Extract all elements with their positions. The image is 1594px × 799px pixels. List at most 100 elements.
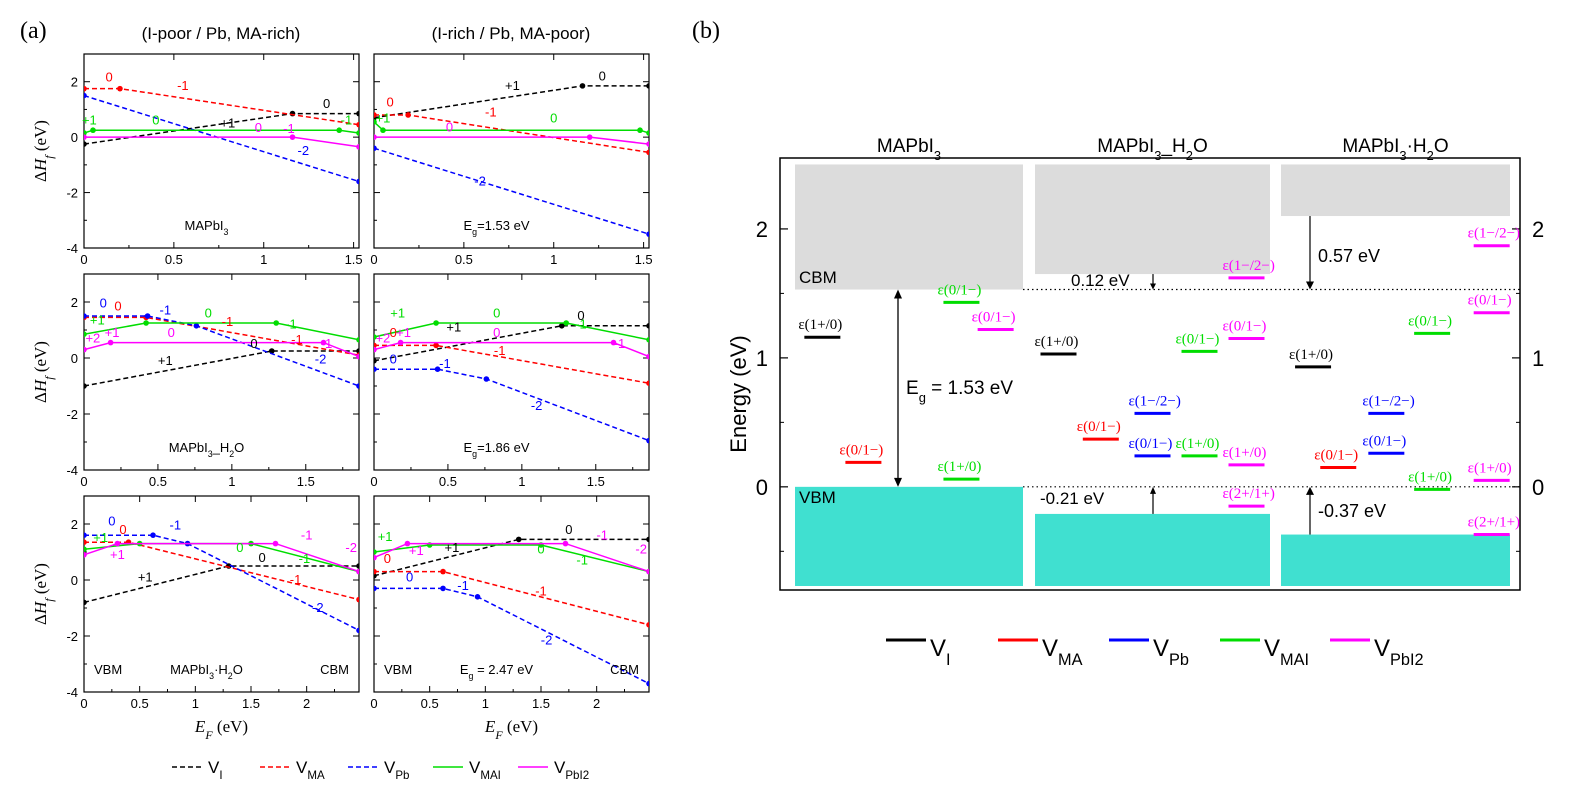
charge-label: +1 — [378, 529, 393, 544]
x-tick-label: 1.5 — [635, 252, 653, 267]
charge-label: +1 — [220, 115, 235, 130]
series-point — [646, 680, 649, 687]
subplot-annotation: MAPbI3 — [185, 218, 229, 237]
series-point — [84, 141, 87, 147]
series-point — [90, 127, 96, 134]
charge-label: +1 — [158, 353, 173, 368]
series-line-V_MAI — [84, 322, 359, 341]
transition-label: ε(2+/1+) — [1223, 486, 1275, 502]
series-point — [84, 331, 87, 337]
transition-label: ε(1+/0) — [937, 459, 981, 475]
charge-label: 0 — [577, 308, 584, 323]
x-tick-label: 2 — [593, 696, 600, 711]
charge-label: +1 — [390, 305, 405, 320]
column-title: MAPbI3 — [877, 136, 941, 163]
y-tick-label: -2 — [66, 186, 78, 201]
cbm-offset-label: 0.57 eV — [1318, 246, 1380, 266]
series-point — [84, 599, 87, 606]
charge-label: -1 — [160, 303, 172, 318]
series-point — [646, 568, 649, 575]
charge-label: -1 — [222, 314, 234, 329]
series-point — [143, 320, 149, 326]
charge-label: 0 — [100, 296, 107, 311]
series-point — [579, 83, 586, 89]
series-point — [374, 568, 377, 575]
legend-label: VPbI2 — [554, 758, 589, 782]
series-line-V_PbI2 — [374, 341, 649, 358]
conduction-band — [795, 164, 1023, 290]
series-point — [380, 127, 386, 134]
series-point — [434, 366, 441, 373]
charge-label: 0 — [255, 120, 262, 135]
legend-label: VMA — [296, 758, 325, 782]
series-line-V_MA — [84, 541, 359, 601]
charge-label: +1 — [82, 113, 97, 128]
series-point — [374, 554, 377, 561]
transition-label: ε(0/1−) — [1077, 419, 1121, 435]
y-tick-label: 0 — [71, 573, 78, 588]
series-point — [193, 323, 200, 329]
x-tick-label: 0 — [370, 696, 377, 711]
x-tick-label: 1.5 — [297, 474, 315, 489]
transition-label: ε(0/1−) — [1314, 447, 1358, 463]
cbm-label: CBM — [799, 268, 837, 287]
subplot-annotation: Eg=1.53 eV — [464, 218, 530, 237]
transition-label: ε(0/1−) — [1468, 293, 1512, 309]
series-point — [515, 536, 522, 543]
charge-label: 0 — [390, 352, 397, 367]
column-2: MAPbI3_H2Oε(1+/0)ε(0/1−)ε(1−/2−)ε(0/1−)ε… — [1035, 136, 1275, 586]
y-axis-label: ΔHf (eV) — [31, 120, 56, 182]
series-point — [84, 85, 87, 92]
series-line-V_Pb — [374, 587, 649, 685]
x-tick-label: 0 — [370, 474, 377, 489]
transition-label: ε(1+/0) — [1408, 469, 1452, 485]
transition-label: ε(1+/0) — [1223, 445, 1267, 461]
charge-label: 0 — [250, 336, 257, 351]
charge-label: -2 — [297, 143, 309, 158]
y-axis-label: ΔHf (eV) — [31, 341, 56, 403]
x-tick-label: 2 — [303, 696, 310, 711]
x-tick-label: 1.5 — [587, 474, 605, 489]
column-title: MAPbI3·H2O — [1342, 136, 1448, 163]
series-point — [404, 540, 411, 547]
series-point — [562, 540, 569, 547]
series-point — [374, 145, 377, 152]
subplot-a22: 0 0.5 1 1.5+100-10 -1-2+1 0-1+2 +1 0-1Eg=1.86 e… — [370, 273, 650, 489]
legend-label: VMA — [1042, 635, 1083, 669]
charge-label: -1 — [439, 356, 451, 371]
series-line-V_I — [374, 538, 649, 577]
transition-label: ε(0/1−) — [1408, 313, 1452, 329]
series-point — [646, 141, 649, 147]
y-axis-label-b: Energy (eV) — [726, 335, 751, 452]
series-point — [150, 532, 156, 538]
y-tick-label-right: 1 — [1532, 346, 1544, 371]
y-tick-label: -2 — [66, 407, 78, 422]
legend-label: VI — [930, 635, 951, 669]
charge-label: +1 — [396, 325, 411, 340]
conduction-band — [1281, 164, 1510, 217]
x-axis-label: EF (eV) — [194, 717, 248, 742]
series-line-V_MAI — [374, 322, 649, 341]
arrow-head — [1306, 486, 1314, 495]
series-point — [374, 366, 377, 372]
legend-label: VMAI — [469, 758, 501, 782]
vbm-offset-label: -0.37 eV — [1318, 501, 1386, 521]
series-point — [84, 130, 87, 136]
charge-label: -1 — [299, 551, 311, 566]
series-line-V_MAI — [374, 544, 649, 573]
charge-label: -1 — [291, 332, 303, 347]
charge-label: +1 — [110, 547, 125, 562]
y-tick-label: 2 — [71, 75, 78, 90]
series-point — [405, 112, 411, 118]
y-tick-label: -4 — [66, 463, 78, 478]
series-point — [646, 622, 649, 628]
band-gap-label: Eg = 1.53 eV — [906, 378, 1013, 405]
transition-label: ε(0/1−) — [839, 442, 883, 458]
series-point — [610, 339, 617, 346]
charge-label: 0 — [106, 70, 113, 85]
x-tick-label: 1.5 — [532, 696, 550, 711]
series-point — [356, 563, 359, 569]
